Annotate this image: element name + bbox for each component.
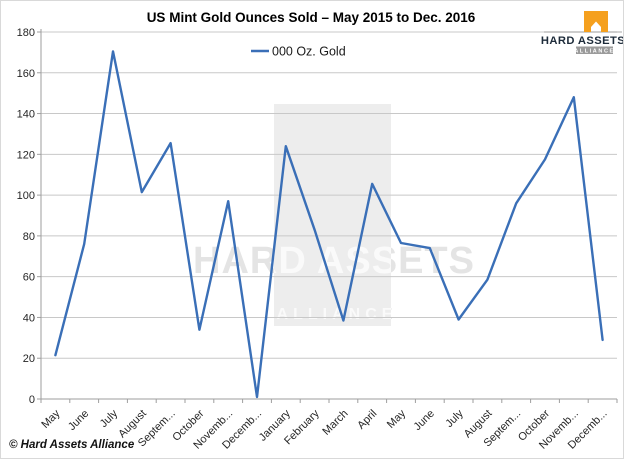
- y-tick-label: 40: [23, 312, 35, 324]
- y-tick-label: 180: [17, 27, 35, 39]
- x-axis-label: May: [39, 407, 63, 431]
- hard-assets-logo: HARD ASSETS ALLIANCE: [541, 11, 623, 54]
- x-axis-label: June: [66, 408, 91, 433]
- logo-badge-text: ALLIANCE: [574, 48, 615, 54]
- gold-series-line: [54, 50, 604, 399]
- x-axis-label: July: [98, 407, 121, 430]
- logo-badge: [576, 46, 613, 54]
- y-tick-label: 160: [17, 68, 35, 80]
- footer-copyright: © Hard Assets Alliance: [9, 439, 135, 451]
- axes: [40, 29, 617, 400]
- gridlines: [41, 31, 617, 359]
- legend-label: 000 Oz. Gold: [272, 45, 346, 59]
- y-tick-label: 140: [17, 109, 35, 121]
- y-tick-label: 20: [23, 353, 35, 365]
- y-tick-label: 0: [29, 394, 35, 406]
- x-axis-label: March: [320, 408, 350, 438]
- y-tick-label: 100: [17, 190, 35, 202]
- legend: 000 Oz. Gold: [251, 45, 346, 59]
- y-tick-label: 120: [17, 149, 35, 161]
- x-axis-label: June: [412, 408, 437, 433]
- x-axis-label: July: [443, 407, 466, 430]
- x-axis-label: May: [385, 407, 409, 431]
- vault-icon: [584, 11, 608, 32]
- x-axis-label: April: [355, 408, 379, 432]
- watermark-block: [274, 104, 391, 326]
- watermark-text-knockout: HARD ASSETS: [193, 240, 475, 282]
- watermark-subtext-knockout: ALLIANCE: [277, 306, 398, 323]
- axis-ticks: [37, 31, 618, 403]
- logo-brand-text: HARD ASSETS: [541, 35, 623, 47]
- y-tick-label: 80: [23, 231, 35, 243]
- chart-title: US Mint Gold Ounces Sold – May 2015 to D…: [147, 10, 476, 25]
- y-tick-label: 60: [23, 272, 35, 284]
